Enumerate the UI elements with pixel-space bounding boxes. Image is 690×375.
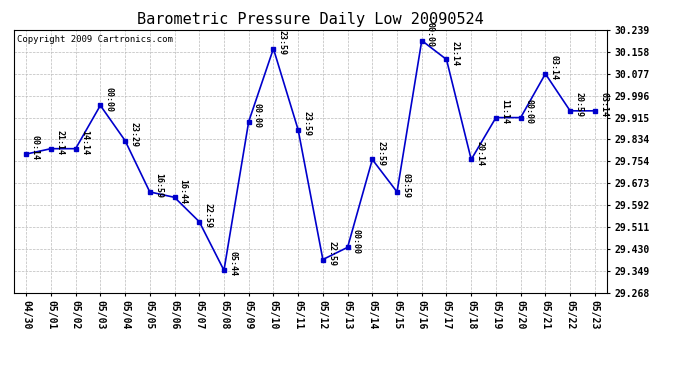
Text: 11:14: 11:14	[500, 99, 509, 124]
Text: 14:14: 14:14	[80, 130, 89, 155]
Text: 23:59: 23:59	[302, 111, 311, 136]
Text: 00:00: 00:00	[104, 87, 113, 112]
Text: 00:00: 00:00	[352, 228, 361, 254]
Text: 16:59: 16:59	[154, 173, 163, 198]
Text: 00:00: 00:00	[525, 99, 534, 124]
Text: 20:59: 20:59	[574, 92, 583, 117]
Text: 23:59: 23:59	[377, 141, 386, 166]
Text: 03:14: 03:14	[599, 92, 608, 117]
Text: 23:59: 23:59	[277, 30, 286, 55]
Text: 16:44: 16:44	[179, 178, 188, 204]
Text: 03:59: 03:59	[401, 173, 410, 198]
Text: 20:14: 20:14	[475, 141, 484, 166]
Text: 21:14: 21:14	[451, 40, 460, 66]
Text: 22:59: 22:59	[327, 241, 336, 266]
Text: 05:44: 05:44	[228, 252, 237, 276]
Text: 23:29: 23:29	[129, 122, 138, 147]
Text: 21:14: 21:14	[55, 130, 64, 155]
Text: 03:14: 03:14	[549, 55, 558, 80]
Text: 00:00: 00:00	[426, 22, 435, 47]
Text: 00:14: 00:14	[30, 135, 39, 160]
Title: Barometric Pressure Daily Low 20090524: Barometric Pressure Daily Low 20090524	[137, 12, 484, 27]
Text: 22:59: 22:59	[204, 203, 213, 228]
Text: 00:00: 00:00	[253, 103, 262, 128]
Text: Copyright 2009 Cartronics.com: Copyright 2009 Cartronics.com	[17, 35, 172, 44]
